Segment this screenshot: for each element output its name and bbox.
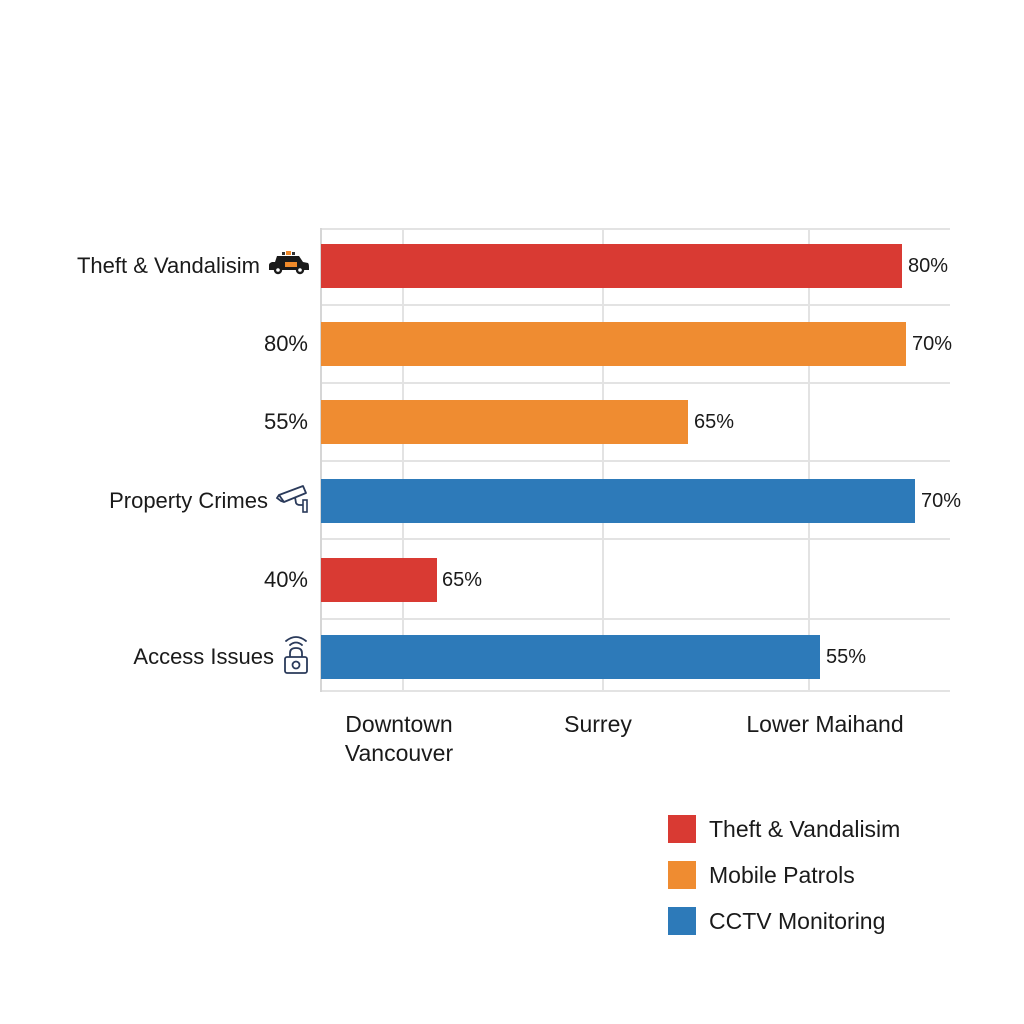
y-axis-line (320, 228, 322, 692)
y-axis-label-text: 55% (263, 409, 308, 434)
x-axis-tick-lower-maihand: Lower Maihand (746, 711, 904, 737)
legend-swatch-orange (668, 861, 696, 889)
x-axis-tick-downtown-vancouver: Downtown Vancouver (344, 711, 454, 766)
bar-theft-vandalism-1[interactable] (321, 244, 902, 288)
y-axis-label-text: Property Crimes (109, 488, 268, 513)
gridline-vertical (808, 228, 810, 692)
y-axis-label-text: 40% (263, 567, 308, 592)
bar-theft-vandalism-2[interactable] (321, 558, 437, 602)
bar-value-label: 70% (912, 333, 953, 355)
legend-label: Mobile Patrols (709, 861, 855, 888)
y-axis-label-theft-vandalism: Theft & Vandalisim (77, 244, 310, 288)
chart-legend: Theft & Vandalisim Mobile Patrols CCTV M… (668, 806, 900, 944)
bar-value-label: 65% (442, 569, 483, 591)
y-axis-label-property-crimes: Property Crimes (109, 479, 310, 523)
y-axis-label-text: 80% (263, 331, 308, 356)
gridline-vertical (602, 228, 604, 692)
police-car-icon (268, 251, 310, 281)
legend-item-theft-vandalism[interactable]: Theft & Vandalisim (668, 806, 900, 852)
legend-label: CCTV Monitoring (709, 907, 886, 934)
legend-item-mobile-patrols[interactable]: Mobile Patrols (668, 852, 900, 898)
bar-cctv-monitoring-2[interactable] (321, 635, 820, 679)
wireless-lock-icon (282, 633, 310, 681)
x-axis-tick-surrey: Surrey (564, 711, 632, 737)
bar-mobile-patrols-2[interactable] (321, 400, 688, 444)
gridline-horizontal (320, 460, 950, 462)
cctv-camera-icon (275, 483, 310, 519)
chart-plot-area (320, 228, 950, 692)
legend-swatch-blue (668, 907, 696, 935)
gridline-vertical (402, 228, 404, 692)
y-axis-label-row-5: 40% (264, 558, 308, 602)
y-axis-label-row-3: 55% (264, 400, 308, 444)
bar-value-label: 70% (921, 490, 962, 512)
bar-cctv-monitoring-1[interactable] (321, 479, 915, 523)
y-axis-label-access-issues: Access Issues (133, 635, 310, 679)
gridline-horizontal (320, 382, 950, 384)
gridline-horizontal (320, 690, 950, 692)
bar-value-label: 80% (908, 255, 949, 277)
y-axis-label-text: Access Issues (133, 644, 274, 669)
bar-value-label: 55% (826, 646, 867, 668)
y-axis-label-row-2: 80% (264, 322, 308, 366)
legend-swatch-red (668, 815, 696, 843)
gridline-horizontal (320, 538, 950, 540)
bar-value-label: 65% (694, 411, 735, 433)
legend-label: Theft & Vandalisim (709, 815, 901, 842)
gridline-horizontal (320, 618, 950, 620)
gridline-horizontal (320, 304, 950, 306)
y-axis-label-text: Theft & Vandalisim (76, 253, 260, 278)
bar-mobile-patrols-1[interactable] (321, 322, 906, 366)
gridline-horizontal (320, 228, 950, 230)
legend-item-cctv-monitoring[interactable]: CCTV Monitoring (668, 898, 900, 944)
